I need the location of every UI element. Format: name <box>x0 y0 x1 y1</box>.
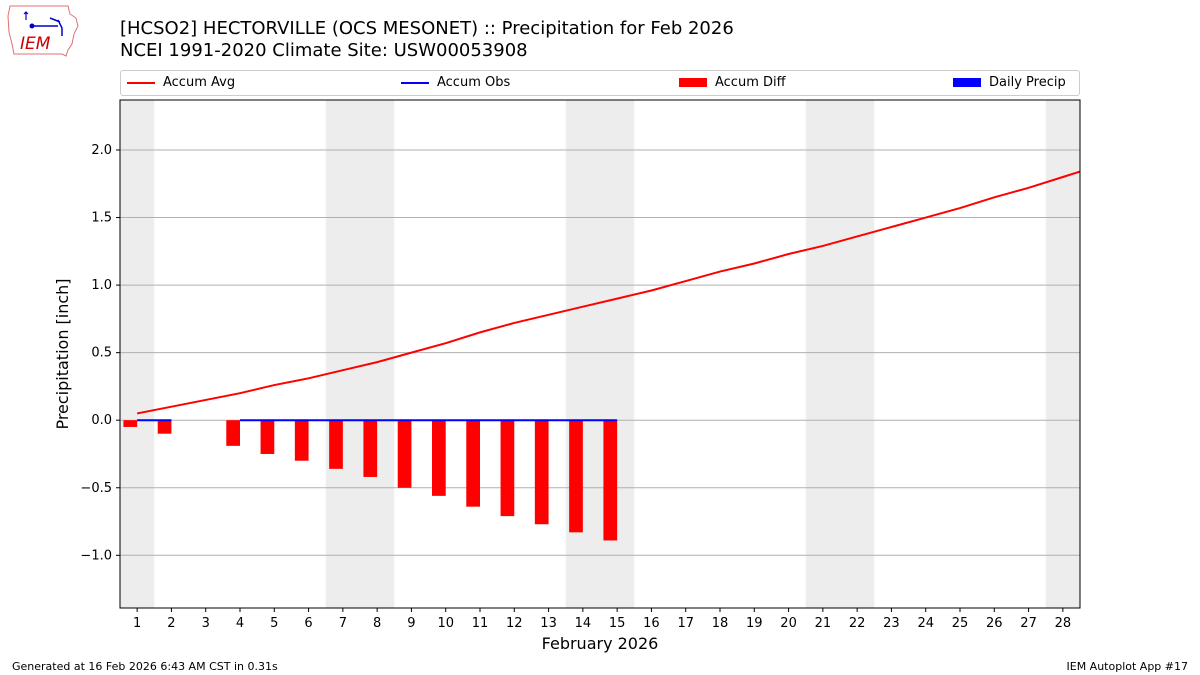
accum-diff-bar <box>123 420 138 427</box>
legend-daily-precip: Daily Precip <box>953 75 1066 90</box>
x-tick-label: 12 <box>506 616 523 631</box>
legend-accum-avg: Accum Avg <box>127 75 235 90</box>
generated-footer: Generated at 16 Feb 2026 6:43 AM CST in … <box>12 660 278 673</box>
x-tick-label: 10 <box>437 616 454 631</box>
y-tick-label: 0.5 <box>91 346 112 361</box>
x-tick-label: 26 <box>986 616 1003 631</box>
legend-swatch <box>401 81 429 84</box>
accum-diff-bar <box>534 420 549 525</box>
y-axis-label: Precipitation [inch] <box>53 278 72 429</box>
accum-diff-bar <box>397 420 412 488</box>
x-tick-label: 21 <box>815 616 832 631</box>
x-tick-label: 17 <box>677 616 694 631</box>
accum-diff-bar <box>260 420 275 454</box>
accum-diff-bar <box>603 420 618 541</box>
x-tick-label: 15 <box>609 616 626 631</box>
x-tick-label: 6 <box>304 616 312 631</box>
legend-label: Accum Obs <box>437 75 511 90</box>
x-tick-label: 20 <box>780 616 797 631</box>
x-tick-label: 24 <box>917 616 934 631</box>
accum-diff-bar <box>226 420 240 446</box>
chart-title: [HCSO2] HECTORVILLE (OCS MESONET) :: Pre… <box>120 18 734 39</box>
x-tick-label: 19 <box>746 616 763 631</box>
x-tick-label: 16 <box>643 616 660 631</box>
x-tick-label: 8 <box>373 616 381 631</box>
accum-diff-bar <box>466 420 480 507</box>
x-tick-label: 28 <box>1055 616 1072 631</box>
app-footer: IEM Autoplot App #17 <box>1066 660 1189 673</box>
weekend-shading <box>1045 100 1080 608</box>
legend: Accum Avg Accum Obs Accum Diff Daily Pre… <box>120 70 1080 96</box>
accum-diff-bar <box>569 420 583 533</box>
chart-subtitle: NCEI 1991-2020 Climate Site: USW00053908 <box>120 40 528 61</box>
accum-diff-bar <box>500 420 515 517</box>
y-tick-label: 1.5 <box>91 211 112 226</box>
x-tick-label: 25 <box>952 616 969 631</box>
legend-label: Accum Avg <box>163 75 236 90</box>
x-tick-label: 4 <box>236 616 244 631</box>
y-tick-label: 1.0 <box>91 278 112 293</box>
accum-diff-bar <box>294 420 309 461</box>
legend-accum-obs: Accum Obs <box>401 75 510 90</box>
accum-diff-bar <box>432 420 446 496</box>
legend-label: Daily Precip <box>989 75 1066 90</box>
x-tick-label: 3 <box>202 616 210 631</box>
iem-logo: IEM <box>7 5 79 57</box>
legend-swatch <box>679 78 707 87</box>
x-tick-label: 1 <box>133 616 141 631</box>
x-tick-label: 22 <box>849 616 866 631</box>
x-tick-label: 2 <box>167 616 175 631</box>
x-tick-label: 9 <box>407 616 415 631</box>
legend-swatch <box>953 78 981 87</box>
legend-swatch <box>127 81 155 84</box>
accum-diff-bar <box>363 420 378 477</box>
x-tick-label: 23 <box>883 616 900 631</box>
x-tick-label: 27 <box>1020 616 1037 631</box>
weekend-shading <box>120 100 155 608</box>
y-tick-label: 0.0 <box>91 413 112 428</box>
x-tick-label: 11 <box>472 616 489 631</box>
plot-frame <box>119 99 1081 609</box>
accum-avg-line <box>136 170 1081 415</box>
svg-text:IEM: IEM <box>20 34 51 54</box>
weekend-shading <box>325 100 395 608</box>
weekend-shading <box>565 100 635 608</box>
x-axis-label: February 2026 <box>542 634 659 653</box>
y-tick-label: −1.0 <box>80 548 112 563</box>
legend-label: Accum Diff <box>715 75 786 90</box>
x-tick-label: 13 <box>540 616 557 631</box>
x-tick-label: 18 <box>712 616 729 631</box>
x-tick-label: 5 <box>270 616 278 631</box>
x-tick-label: 7 <box>339 616 347 631</box>
accum-diff-bar <box>157 420 172 434</box>
y-tick-label: −0.5 <box>80 481 112 496</box>
y-tick-label: 2.0 <box>91 143 112 158</box>
weekend-shading <box>805 100 875 608</box>
accum-diff-bar <box>329 420 343 469</box>
x-tick-label: 14 <box>575 616 592 631</box>
legend-accum-diff: Accum Diff <box>679 75 786 90</box>
